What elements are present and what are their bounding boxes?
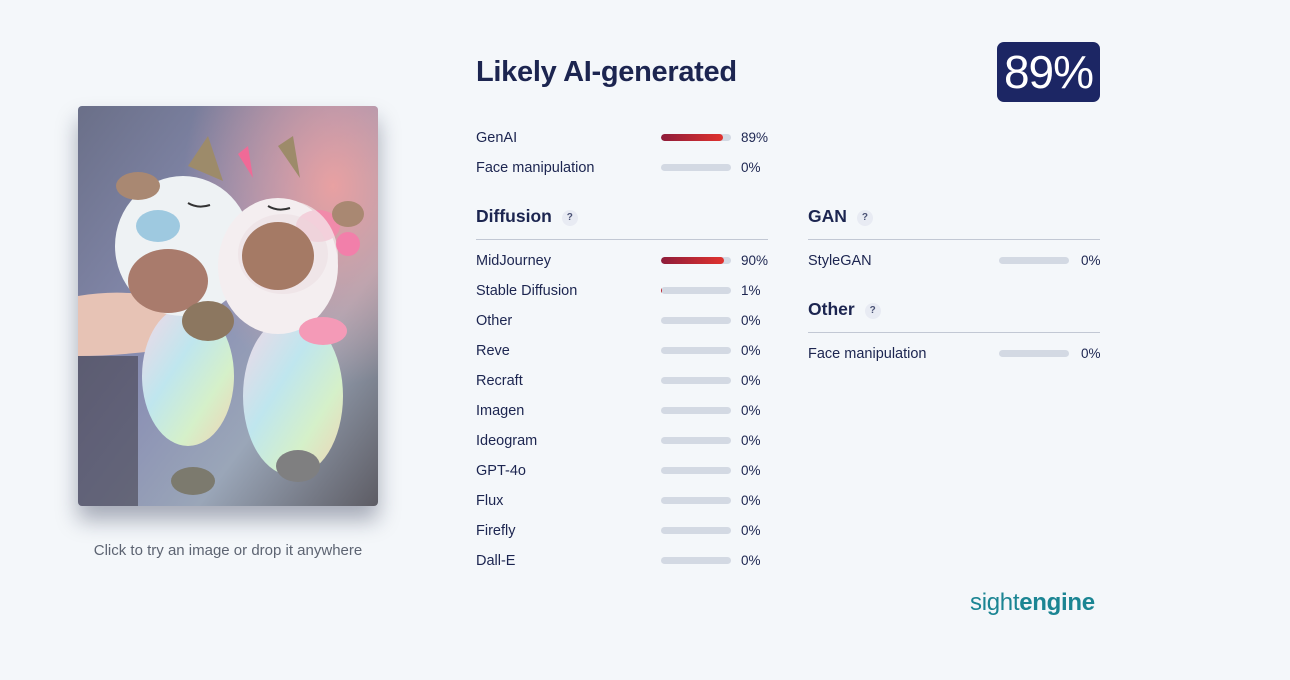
score-row-value: 90%: [741, 253, 769, 268]
brand-part-engine: engine: [1019, 589, 1095, 616]
score-bar: [661, 287, 731, 294]
score-bar-fill: [661, 287, 662, 294]
score-bar: [999, 257, 1069, 264]
score-bar: [999, 350, 1069, 357]
score-row-value: 1%: [741, 283, 761, 298]
score-row-label: Reve: [476, 343, 510, 359]
score-row: Face manipulation 0%: [808, 344, 1108, 364]
score-bar: [661, 527, 731, 534]
score-row: Stable Diffusion 1%: [476, 281, 776, 301]
score-row-label: Stable Diffusion: [476, 283, 578, 299]
verdict-title: Likely AI-generated: [476, 56, 737, 88]
drop-hint[interactable]: Click to try an image or drop it anywher…: [93, 542, 363, 559]
score-badge: 89%: [997, 42, 1100, 102]
score-row-label: Firefly: [476, 523, 516, 539]
diffusion-section-head: Diffusion?: [476, 206, 768, 240]
score-row: Ideogram 0%: [476, 431, 776, 451]
score-row: Imagen 0%: [476, 401, 776, 421]
score-row: Reve 0%: [476, 341, 776, 361]
score-bar: [661, 377, 731, 384]
score-row: MidJourney 90%: [476, 251, 776, 271]
score-row: GPT-4o 0%: [476, 461, 776, 481]
score-row-label: Other: [476, 313, 513, 329]
brand-logo[interactable]: sightengine: [970, 589, 1095, 617]
score-bar: [661, 557, 731, 564]
other-section-head: Other?: [808, 299, 1100, 333]
score-row-label: Imagen: [476, 403, 525, 419]
score-row: Recraft 0%: [476, 371, 776, 391]
score-row-value: 0%: [741, 493, 761, 508]
score-row: GenAI 89%: [476, 128, 776, 148]
score-bar: [661, 437, 731, 444]
score-row-label: GPT-4o: [476, 463, 526, 479]
score-row-label: Flux: [476, 493, 504, 509]
diffusion-help-icon[interactable]: ?: [561, 210, 578, 226]
score-row-value: 0%: [741, 553, 761, 568]
gan-help-icon[interactable]: ?: [856, 210, 873, 226]
score-row: StyleGAN 0%: [808, 251, 1108, 271]
score-row-label: Face manipulation: [476, 160, 595, 176]
score-bar: [661, 134, 731, 141]
score-row-value: 0%: [741, 313, 761, 328]
score-row-value: 0%: [741, 523, 761, 538]
diffusion-title: Diffusion: [476, 206, 552, 226]
gan-section-head: GAN?: [808, 206, 1100, 240]
score-row-label: MidJourney: [476, 253, 551, 269]
score-row-label: Ideogram: [476, 433, 538, 449]
score-row: Dall-E 0%: [476, 551, 776, 571]
score-row: Other 0%: [476, 311, 776, 331]
score-bar: [661, 467, 731, 474]
score-row-label: Dall-E: [476, 553, 516, 569]
gan-title: GAN: [808, 206, 847, 226]
score-row-value: 0%: [741, 343, 761, 358]
uploaded-image[interactable]: [78, 106, 378, 506]
score-bar: [661, 317, 731, 324]
other-help-icon[interactable]: ?: [864, 303, 881, 319]
score-bar: [661, 407, 731, 414]
score-row-label: StyleGAN: [808, 253, 872, 269]
score-row-label: Recraft: [476, 373, 523, 389]
score-row: Firefly 0%: [476, 521, 776, 541]
score-row-value: 0%: [1081, 346, 1101, 361]
brand-part-sight: sight: [970, 589, 1020, 616]
score-bar: [661, 164, 731, 171]
score-row-value: 89%: [741, 130, 769, 145]
score-bar-fill: [661, 257, 724, 264]
score-row-value: 0%: [741, 403, 761, 418]
score-row-label: Face manipulation: [808, 346, 927, 362]
score-bar: [661, 347, 731, 354]
score-row-label: GenAI: [476, 130, 518, 146]
plush-cow-photo: [78, 106, 378, 506]
score-row-value: 0%: [1081, 253, 1101, 268]
score-row-value: 0%: [741, 160, 761, 175]
score-bar: [661, 497, 731, 504]
other-title: Other: [808, 299, 855, 319]
score-row-value: 0%: [741, 463, 761, 478]
score-row-value: 0%: [741, 433, 761, 448]
score-bar-fill: [661, 134, 724, 141]
score-row: Flux 0%: [476, 491, 776, 511]
score-bar: [661, 257, 731, 264]
score-row-value: 0%: [741, 373, 761, 388]
score-row: Face manipulation 0%: [476, 158, 776, 178]
